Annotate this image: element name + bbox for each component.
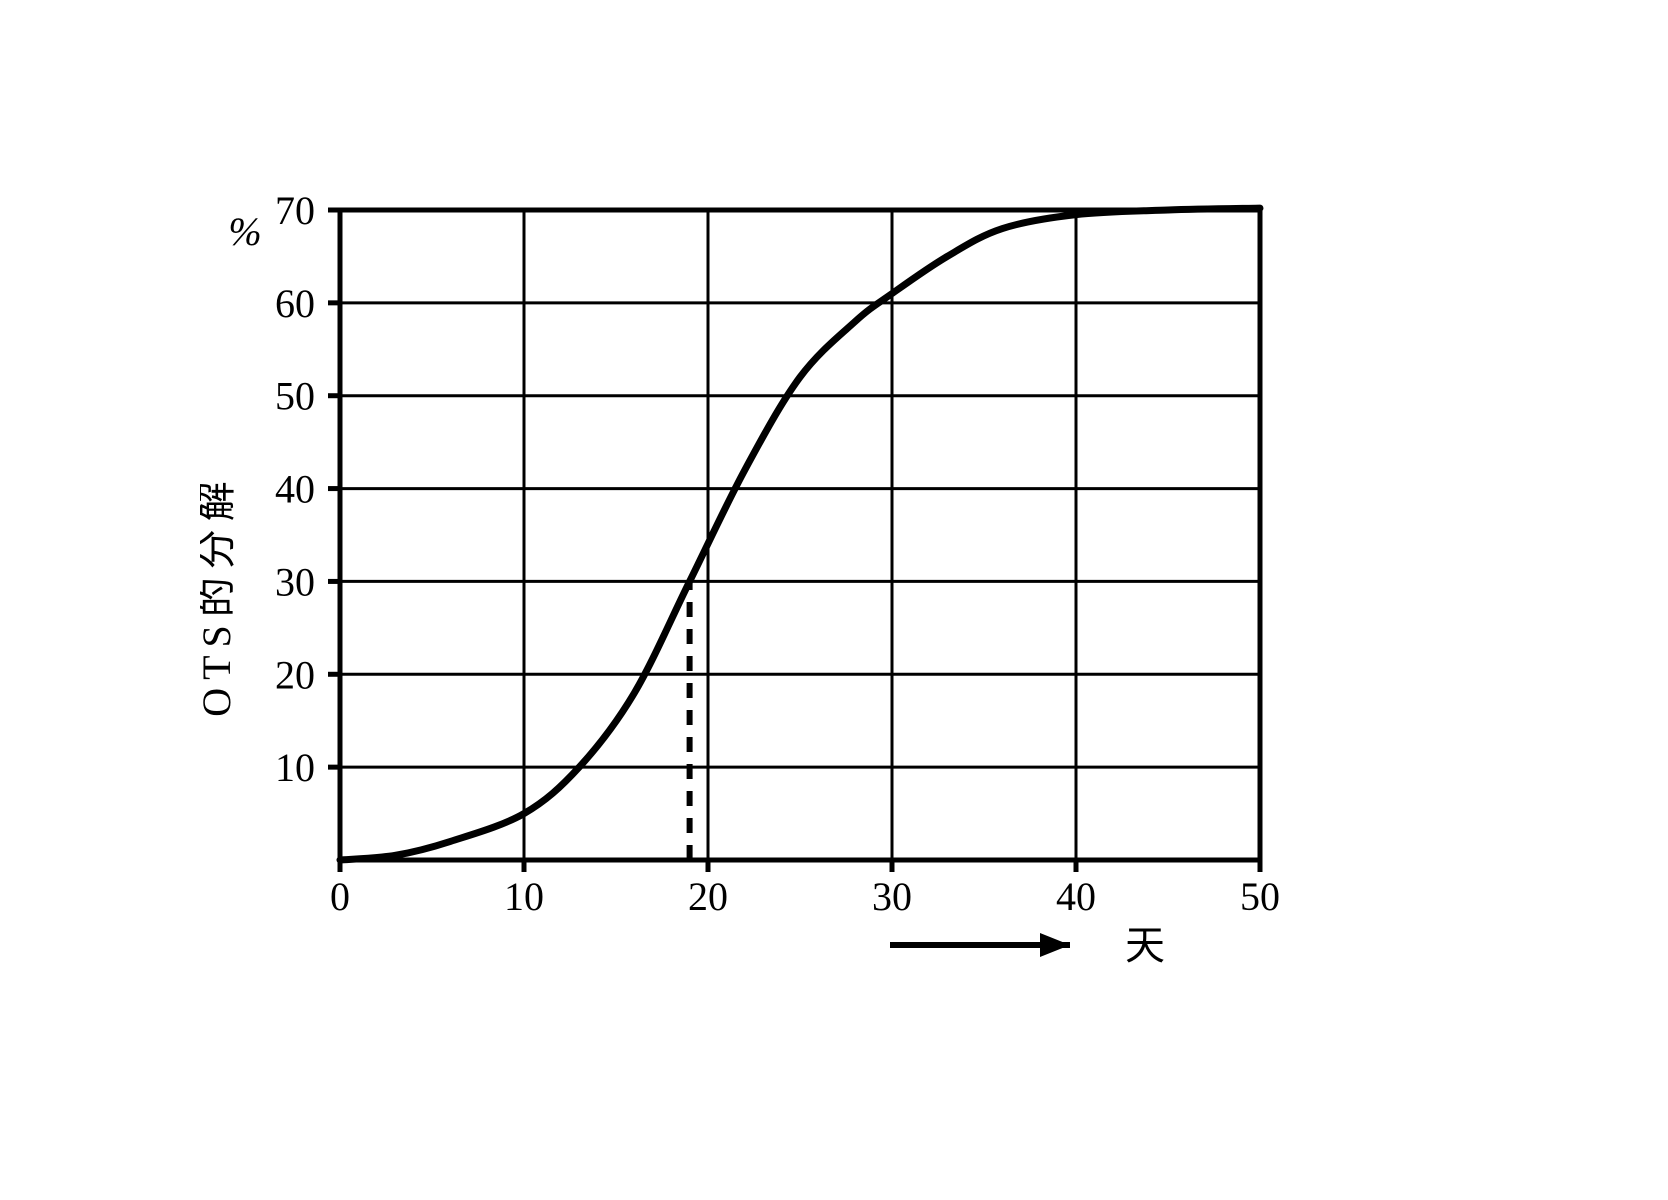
svg-text:天: 天	[1125, 923, 1165, 968]
svg-text:%: %	[228, 209, 261, 254]
svg-text:70: 70	[275, 188, 315, 233]
svg-text:60: 60	[275, 281, 315, 326]
svg-text:30: 30	[872, 874, 912, 919]
svg-text:50: 50	[1240, 874, 1280, 919]
line-chart: 0 10 20 30 40 50 10 20 30 40 50 60 70 OTS的分解% 天	[200, 150, 1400, 1050]
svg-text:10: 10	[504, 874, 544, 919]
svg-text:30: 30	[275, 559, 315, 604]
svg-text:40: 40	[275, 467, 315, 512]
svg-text:OTS的分解: OTS的分解	[200, 473, 239, 717]
svg-text:50: 50	[275, 374, 315, 419]
svg-text:40: 40	[1056, 874, 1096, 919]
svg-text:10: 10	[275, 745, 315, 790]
chart-container: 0 10 20 30 40 50 10 20 30 40 50 60 70 OTS的分解% 天	[200, 150, 1400, 1050]
svg-text:0: 0	[330, 874, 350, 919]
svg-text:20: 20	[275, 652, 315, 697]
svg-text:20: 20	[688, 874, 728, 919]
